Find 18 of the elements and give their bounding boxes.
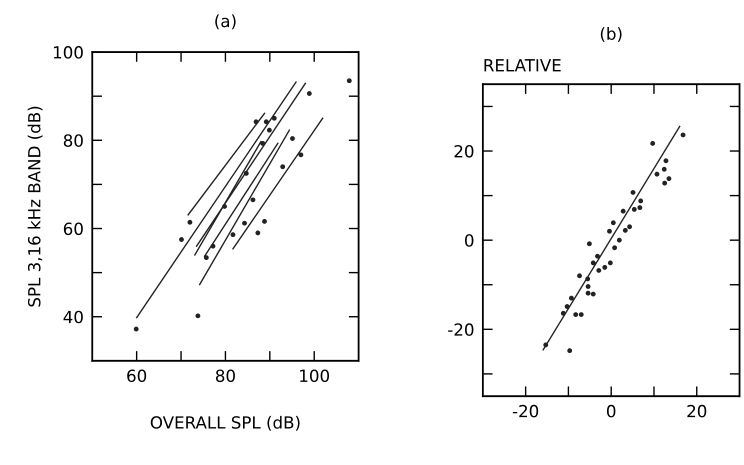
y-tick-label: 40 [64,310,83,324]
y-axis-title: SPL 3,16 kHz BAND (dB) [28,106,43,307]
y-tick-label: 20 [454,144,474,158]
chart-title: (b) [600,27,622,42]
y-tick-label: 60 [64,222,83,236]
y-tick-label: 100 [54,46,83,59]
x-tick-label: 60 [127,369,146,382]
x-tick-label: 20 [687,404,706,418]
y-tick-label: -20 [448,323,474,336]
x-tick-label: -20 [512,404,538,418]
x-axis-title: OVERALL SPL (dB) [150,416,300,431]
x-tick-label: 100 [300,369,330,382]
y-tick-label: 80 [64,134,83,147]
chart-title: (a) [215,14,236,30]
chart-subtitle: RELATIVE [484,59,561,72]
x-tick-label: 0 [606,404,616,418]
y-tick-label: 0 [465,234,474,247]
x-tick-label: 80 [216,369,235,382]
